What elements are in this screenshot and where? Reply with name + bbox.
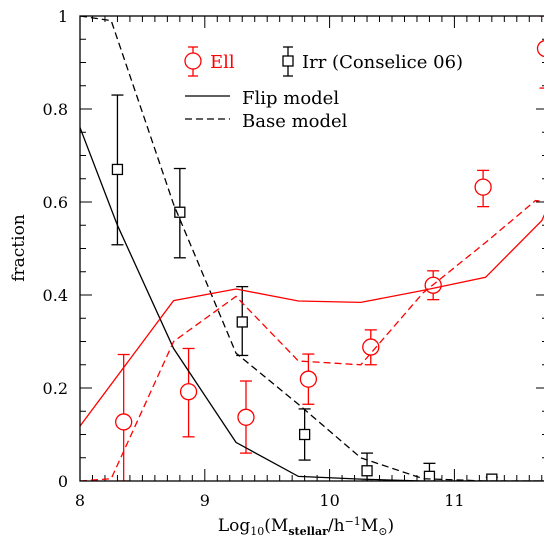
x-tick-label: 10	[319, 491, 339, 510]
ell-point	[474, 178, 492, 196]
tick-marks	[79, 15, 544, 482]
legend-irr-marker	[282, 46, 294, 77]
legend-irr-label: Irr (Conselice 06)	[302, 52, 463, 73]
x-tick-label: 8	[75, 491, 85, 510]
plot-area	[80, 16, 544, 481]
legend: Ell Irr (Conselice 06) Flip model Base m…	[184, 46, 463, 132]
irr-point	[486, 473, 498, 481]
y-axis-title: fraction	[9, 214, 29, 282]
irr-point	[111, 163, 124, 176]
legend-ell-marker	[184, 46, 202, 77]
ell-point	[237, 408, 255, 426]
ell-point	[299, 370, 318, 388]
x-tick-label: 11	[444, 491, 464, 510]
y-tick-label: 0.6	[43, 193, 68, 212]
ell-point	[115, 413, 133, 431]
ell-point	[362, 338, 380, 356]
legend-flip-label: Flip model	[242, 88, 339, 109]
irr-point	[298, 428, 311, 441]
y-tick-label: 0.2	[43, 379, 68, 398]
irr-point	[236, 316, 248, 328]
plot-frame	[79, 15, 544, 482]
x-tick-label: 9	[200, 491, 210, 510]
irr-point	[174, 206, 186, 218]
y-tick-label: 0.8	[43, 100, 68, 119]
y-tick-label: 0	[58, 472, 68, 491]
irr-flip-model-line	[80, 127, 544, 481]
y-tick-label: 0.4	[43, 286, 68, 305]
ell-base-model-line	[80, 199, 544, 481]
ell-point	[536, 40, 544, 58]
irr-point	[361, 465, 373, 477]
ell-point	[179, 383, 198, 401]
irr-point	[423, 470, 436, 481]
x-axis-title: Log10(Mstellar/h−1M⊙)	[218, 515, 394, 538]
irr-base-model-line	[80, 16, 544, 481]
ell-flip-model-line	[80, 214, 544, 427]
y-tick-label: 1	[58, 7, 68, 26]
tick-labels: 8 9 10 11 0 0.2 0.4 0.6 0.8 1	[43, 7, 465, 510]
legend-ell-label: Ell	[210, 52, 235, 73]
legend-base-label: Base model	[242, 111, 348, 132]
